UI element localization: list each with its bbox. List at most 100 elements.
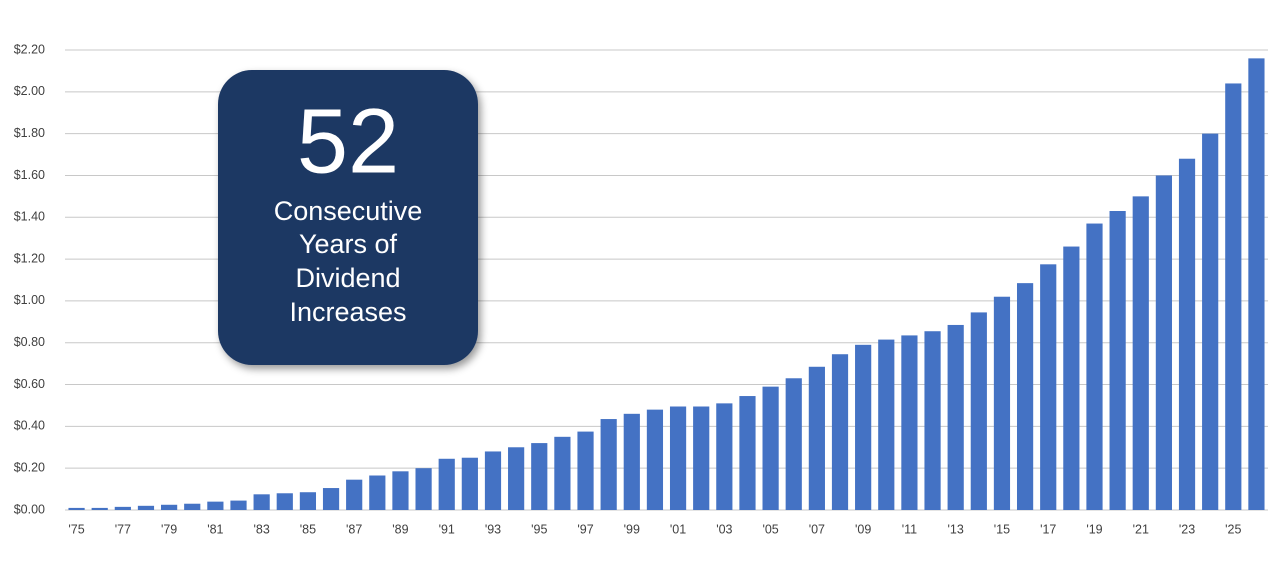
x-tick-label: '93 (485, 522, 501, 536)
bar (901, 335, 918, 510)
y-tick-label: $2.00 (14, 84, 45, 98)
x-tick-label: '95 (531, 522, 547, 536)
x-tick-label: '11 (902, 522, 917, 536)
bar (739, 396, 756, 510)
x-tick-label: '81 (207, 522, 223, 536)
bar (276, 493, 293, 510)
bar (299, 492, 317, 510)
bar (1202, 133, 1219, 511)
bar (785, 378, 802, 510)
annotation-background (218, 70, 478, 365)
bar (114, 506, 131, 510)
x-tick-label: '83 (253, 522, 269, 536)
bar (1155, 175, 1172, 511)
y-tick-label: $0.60 (14, 377, 45, 391)
bar (461, 457, 478, 510)
x-tick-label: '09 (855, 522, 871, 536)
bar (1132, 196, 1149, 510)
bar (716, 403, 733, 510)
x-tick-label: '05 (762, 522, 778, 536)
bar (947, 324, 964, 510)
x-tick-label: '13 (948, 522, 964, 536)
bar (438, 458, 455, 510)
x-tick-label: '07 (809, 522, 825, 536)
bar (577, 431, 594, 510)
bar (531, 443, 548, 510)
x-tick-label: '91 (439, 522, 455, 536)
bar (322, 488, 340, 510)
x-tick-label: '77 (115, 522, 131, 536)
bar (230, 500, 247, 510)
bar (346, 479, 363, 510)
bar (762, 386, 779, 510)
bar (369, 475, 386, 510)
x-tick-label: '23 (1179, 522, 1195, 536)
bar (1016, 283, 1034, 510)
x-tick-label: '03 (716, 522, 732, 536)
y-tick-label: $1.20 (14, 251, 45, 265)
y-tick-label: $1.80 (14, 126, 45, 140)
bar (693, 406, 710, 510)
bar (1040, 264, 1057, 510)
bar (623, 413, 640, 510)
x-tick-label: '85 (300, 522, 316, 536)
bar (137, 505, 155, 510)
bar (831, 354, 849, 510)
bar (855, 344, 872, 510)
y-tick-label: $0.20 (14, 460, 45, 474)
bar (68, 507, 85, 510)
annotation-box: 52 Consecutive Years of Dividend Increas… (218, 70, 478, 365)
x-tick-label: '97 (577, 522, 593, 536)
x-tick-label: '79 (161, 522, 177, 536)
bar (993, 296, 1011, 510)
bar (554, 436, 571, 510)
bar (207, 501, 224, 510)
annotation-line: Dividend (295, 263, 400, 293)
annotation-line: Increases (289, 297, 406, 327)
y-tick-label: $1.00 (14, 293, 45, 307)
x-tick-label: '87 (346, 522, 362, 536)
bar (669, 406, 687, 510)
bar (924, 331, 941, 510)
plot-area: $0.00 $0.20 $0.40 $0.60 $0.80 $1.00 $1.20 $1.40… (14, 42, 1268, 536)
bar (91, 507, 108, 510)
annotation-line: Years of (299, 229, 398, 259)
x-tick-label: '75 (68, 522, 84, 536)
bar (508, 447, 525, 510)
bar (415, 468, 432, 510)
bar (646, 409, 664, 510)
bar (878, 339, 895, 510)
x-tick-label: '99 (624, 522, 640, 536)
annotation-line: Consecutive (274, 196, 423, 226)
bar (808, 366, 825, 510)
bar (1063, 246, 1080, 510)
y-tick-label: $0.40 (14, 419, 45, 433)
x-tick-label: '17 (1040, 522, 1056, 536)
bar (1109, 211, 1126, 510)
x-tick-label: '25 (1225, 522, 1241, 536)
bar (600, 419, 617, 510)
x-tick-label: '21 (1133, 522, 1149, 536)
y-tick-label: $0.00 (14, 502, 45, 516)
bar (184, 503, 201, 510)
x-tick-label: '01 (670, 522, 686, 536)
annotation-number: 52 (297, 90, 399, 192)
x-tick-label: '19 (1086, 522, 1102, 536)
bar (970, 312, 987, 510)
bar (484, 451, 502, 510)
x-tick-label: '15 (994, 522, 1010, 536)
bar (392, 471, 409, 510)
bar (253, 494, 270, 510)
y-tick-label: $1.40 (14, 210, 45, 224)
bar (1248, 58, 1265, 510)
y-tick-label: $1.60 (14, 168, 45, 182)
bar (1225, 83, 1242, 511)
y-tick-label: $2.20 (14, 42, 45, 56)
y-tick-label: $0.80 (14, 335, 45, 349)
bar (1086, 223, 1103, 510)
bar (161, 504, 178, 510)
bar (1178, 158, 1196, 510)
x-tick-label: '89 (392, 522, 408, 536)
